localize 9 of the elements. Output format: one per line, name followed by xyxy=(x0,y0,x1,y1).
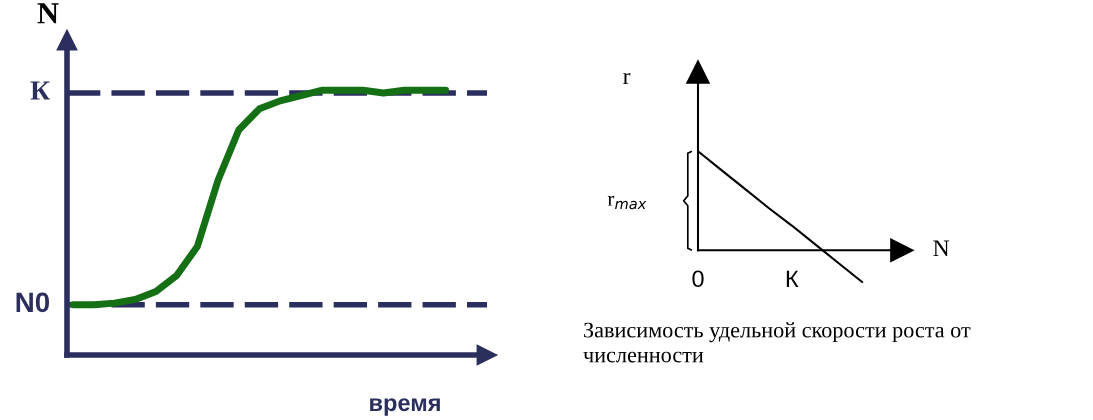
text: Зависимость удельной скорости роста от численности xyxy=(583,322,971,363)
x-axis-title: N xyxy=(933,240,950,256)
ref-line-label: N0 xyxy=(16,292,50,313)
ref-line-label: К xyxy=(30,81,50,100)
y-axis-title: N xyxy=(37,3,59,24)
x-axis-title: время xyxy=(370,398,440,416)
x-tick-label: 0 xyxy=(692,270,704,288)
text: r$_{max}$ xyxy=(607,195,647,210)
y-axis-title: r xyxy=(623,72,631,85)
